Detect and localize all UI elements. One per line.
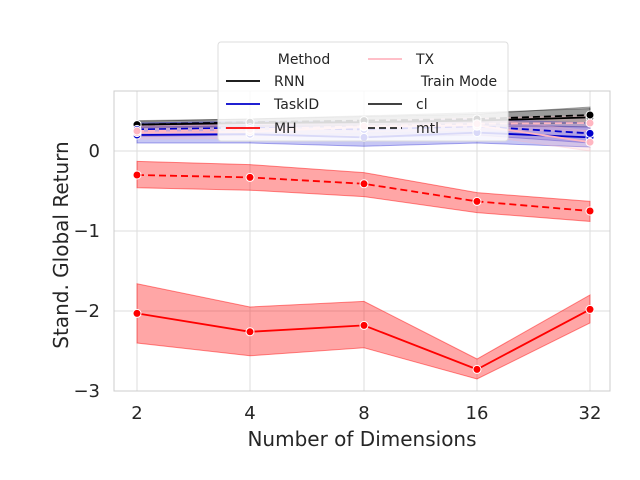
legend-label-cl: cl bbox=[416, 97, 428, 113]
legend-title-method: Method bbox=[278, 52, 331, 68]
x-tick-label: 16 bbox=[466, 403, 489, 424]
x-tick-label: 2 bbox=[131, 403, 142, 424]
x-axis-title: Number of Dimensions bbox=[247, 427, 476, 451]
marker-tx-mtl-32 bbox=[585, 118, 595, 128]
legend-label-taskid: TaskID bbox=[273, 97, 319, 113]
y-tick-label: −1 bbox=[73, 221, 100, 242]
y-tick-label: −2 bbox=[73, 301, 100, 322]
marker-mh-cl-16 bbox=[472, 364, 482, 374]
marker-mh-mtl-16 bbox=[472, 196, 482, 206]
y-tick-labels: 0 −1 −2 −3 bbox=[73, 141, 100, 402]
marker-mh-cl-32 bbox=[585, 304, 595, 314]
marker-mh-cl-4 bbox=[245, 327, 255, 337]
marker-mh-mtl-2 bbox=[132, 170, 142, 180]
y-tick-label: 0 bbox=[89, 141, 100, 162]
line-tx-mtl bbox=[136, 122, 591, 132]
legend-title-train-mode: Train Mode bbox=[420, 74, 497, 90]
x-tick-label: 8 bbox=[358, 403, 369, 424]
x-tick-labels: 2 4 8 16 32 bbox=[131, 403, 601, 424]
legend-label-mtl: mtl bbox=[416, 121, 439, 137]
line-taskid-mtl bbox=[136, 125, 591, 135]
marker-rnn-mtl-32 bbox=[585, 110, 595, 120]
line-mh-mtl bbox=[136, 174, 591, 212]
x-tick-label: 4 bbox=[244, 403, 255, 424]
legend-label-tx: TX bbox=[415, 52, 435, 68]
marker-mh-mtl-4 bbox=[245, 172, 255, 182]
marker-mh-mtl-8 bbox=[359, 179, 369, 189]
marker-tx-cl-32 bbox=[585, 137, 595, 147]
marker-mh-cl-8 bbox=[359, 320, 369, 330]
y-tick-label: −3 bbox=[73, 381, 100, 402]
x-tick-label: 32 bbox=[579, 403, 602, 424]
y-axis-title: Stand. Global Return bbox=[49, 141, 73, 348]
legend-label-rnn: RNN bbox=[274, 74, 305, 90]
legend: Method RNN TaskID MH TX Train Mode cl mtl bbox=[217, 41, 509, 142]
line-rnn-mtl bbox=[136, 114, 591, 126]
legend-label-mh: MH bbox=[274, 121, 297, 137]
marker-taskid-mtl-32 bbox=[585, 128, 595, 138]
band-mh-cl bbox=[136, 283, 591, 380]
marker-mh-cl-2 bbox=[132, 308, 142, 318]
marker-tx-mtl-2 bbox=[132, 126, 142, 136]
marker-mh-mtl-32 bbox=[585, 206, 595, 216]
legend-box bbox=[217, 41, 509, 142]
